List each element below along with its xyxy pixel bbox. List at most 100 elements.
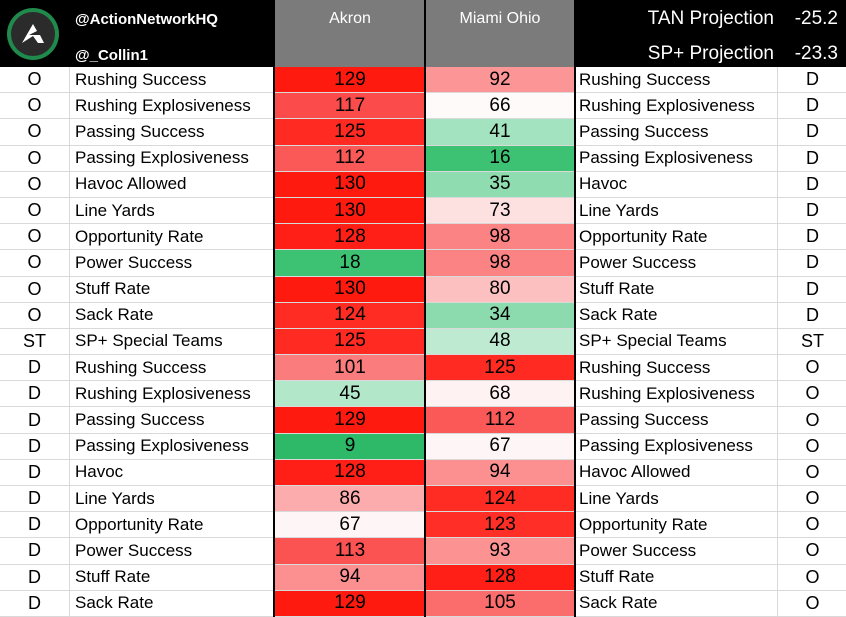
table-row: ST SP+ Special Teams 125 48 SP+ Special Team… bbox=[0, 328, 846, 356]
right-side-cell: O bbox=[805, 409, 820, 430]
miami-rank-cell: 93 bbox=[425, 538, 575, 564]
right-side-cell: D bbox=[806, 200, 819, 221]
akron-rank-cell: 128 bbox=[275, 459, 425, 485]
right-side-cell: ST bbox=[800, 330, 824, 351]
right-side-cell: D bbox=[806, 252, 819, 273]
miami-rank-cell: 66 bbox=[425, 93, 575, 119]
right-side-cell: D bbox=[806, 226, 819, 247]
header-right: TAN Projection -25.2 SP+ Projection -23.… bbox=[575, 0, 846, 67]
header-miami bbox=[425, 0, 575, 67]
miami-rank-cell: 94 bbox=[425, 459, 575, 485]
table-row: D Rushing Success 101 125 Rushing Success O bbox=[0, 355, 846, 382]
right-side-cell: O bbox=[805, 592, 820, 613]
left-metric-cell: Passing Explosiveness bbox=[75, 436, 249, 456]
right-side-cell: D bbox=[806, 147, 819, 168]
table-row: D Opportunity Rate 67 123 Opportunity Rate O bbox=[0, 512, 846, 539]
sp-projection-value: -23.3 bbox=[794, 43, 838, 64]
right-metric-cell: Passing Explosiveness bbox=[576, 145, 778, 171]
left-metric-cell: Opportunity Rate bbox=[75, 514, 204, 534]
right-side-cell: D bbox=[806, 278, 819, 299]
akron-rank-cell: 101 bbox=[275, 355, 425, 381]
left-metric-cell: Passing Explosiveness bbox=[75, 148, 249, 168]
right-metric-cell: Passing Success bbox=[576, 407, 778, 433]
miami-rank-cell: 35 bbox=[425, 171, 575, 197]
table-row: O Power Success 18 98 Power Success D bbox=[0, 250, 846, 277]
handle-secondary: @_Collin1 bbox=[75, 47, 148, 64]
miami-rank-cell: 67 bbox=[425, 433, 575, 459]
left-metric-cell: Power Success bbox=[75, 540, 193, 560]
right-side-cell: D bbox=[806, 173, 819, 194]
right-metric-cell: Rushing Success bbox=[576, 67, 778, 93]
table-row: O Havoc Allowed 130 35 Havoc D bbox=[0, 171, 846, 198]
right-side-cell: D bbox=[806, 95, 819, 116]
table-row: D Power Success 113 93 Power Success O bbox=[0, 538, 846, 565]
miami-rank-cell: 112 bbox=[425, 407, 575, 433]
left-metric-cell: Havoc bbox=[75, 462, 124, 482]
action-network-logo-icon bbox=[7, 8, 59, 60]
left-metric-cell: Passing Success bbox=[75, 410, 205, 430]
tan-projection-value: -25.2 bbox=[794, 8, 838, 29]
left-side-cell: O bbox=[0, 119, 70, 145]
miami-rank-cell: 73 bbox=[425, 197, 575, 224]
akron-rank-cell: 94 bbox=[275, 564, 425, 590]
akron-rank-cell: 18 bbox=[275, 250, 425, 276]
right-metric-cell: Rushing Explosiveness bbox=[576, 381, 778, 407]
table-row: O Passing Explosiveness 112 16 Passing Explo… bbox=[0, 145, 846, 172]
left-side-cell: O bbox=[0, 171, 70, 197]
akron-rank-cell: 112 bbox=[275, 145, 425, 171]
column-divider bbox=[424, 0, 426, 617]
miami-rank-cell: 98 bbox=[425, 224, 575, 250]
left-side-cell: D bbox=[0, 538, 70, 564]
right-side-cell: D bbox=[806, 121, 819, 142]
right-side-cell: D bbox=[806, 304, 819, 325]
tan-projection-label: TAN Projection bbox=[647, 8, 774, 29]
right-metric-cell: SP+ Special Teams bbox=[576, 328, 778, 355]
right-metric-cell: Rushing Success bbox=[576, 355, 778, 381]
right-metric-cell: Opportunity Rate bbox=[576, 512, 778, 538]
miami-rank-cell: 41 bbox=[425, 119, 575, 145]
left-side-cell: O bbox=[0, 276, 70, 302]
right-side-cell: O bbox=[805, 488, 820, 509]
miami-rank-cell: 123 bbox=[425, 512, 575, 538]
akron-rank-cell: 86 bbox=[275, 486, 425, 512]
right-metric-cell: Line Yards bbox=[576, 197, 778, 224]
miami-rank-cell: 48 bbox=[425, 328, 575, 355]
left-metric-cell: Opportunity Rate bbox=[75, 226, 204, 246]
right-metric-cell: Sack Rate bbox=[576, 302, 778, 328]
table-row: D Passing Success 129 112 Passing Success O bbox=[0, 407, 846, 434]
right-metric-cell: Stuff Rate bbox=[576, 276, 778, 302]
right-metric-cell: Havoc bbox=[576, 171, 778, 197]
sp-projection-label: SP+ Projection bbox=[647, 43, 774, 64]
left-metric-cell: Stuff Rate bbox=[75, 567, 151, 587]
table-row: O Stuff Rate 130 80 Stuff Rate D bbox=[0, 276, 846, 303]
left-metric-cell: Line Yards bbox=[75, 488, 155, 508]
right-side-cell: O bbox=[805, 357, 820, 378]
akron-rank-cell: 67 bbox=[275, 512, 425, 538]
akron-rank-cell: 45 bbox=[275, 381, 425, 407]
miami-rank-cell: 98 bbox=[425, 250, 575, 276]
left-metric-cell: Rushing Success bbox=[75, 357, 207, 377]
akron-rank-cell: 125 bbox=[275, 119, 425, 145]
team-name-akron: Akron bbox=[329, 10, 371, 27]
left-metric-cell: Power Success bbox=[75, 252, 193, 272]
right-metric-cell: Line Yards bbox=[576, 486, 778, 512]
team-name-miami: Miami Ohio bbox=[459, 10, 541, 27]
table-row: O Passing Success 125 41 Passing Success D bbox=[0, 119, 846, 146]
left-side-cell: D bbox=[0, 433, 70, 459]
right-side-cell: O bbox=[805, 461, 820, 482]
right-metric-cell: Passing Success bbox=[576, 119, 778, 145]
left-side-cell: O bbox=[0, 145, 70, 171]
left-side-cell: ST bbox=[0, 328, 70, 355]
left-side-cell: D bbox=[0, 355, 70, 381]
left-side-cell: D bbox=[0, 512, 70, 538]
table-row: D Line Yards 86 124 Line Yards O bbox=[0, 486, 846, 513]
miami-rank-cell: 34 bbox=[425, 302, 575, 328]
akron-rank-cell: 129 bbox=[275, 67, 425, 93]
table-row: D Passing Explosiveness 9 67 Passing Explosi… bbox=[0, 433, 846, 460]
miami-rank-cell: 124 bbox=[425, 486, 575, 512]
right-side-cell: O bbox=[805, 435, 820, 456]
left-metric-cell: Sack Rate bbox=[75, 593, 154, 613]
left-side-cell: D bbox=[0, 590, 70, 616]
stats-table: O Rushing Success 129 92 Rushing Success D O Ru… bbox=[0, 67, 846, 617]
